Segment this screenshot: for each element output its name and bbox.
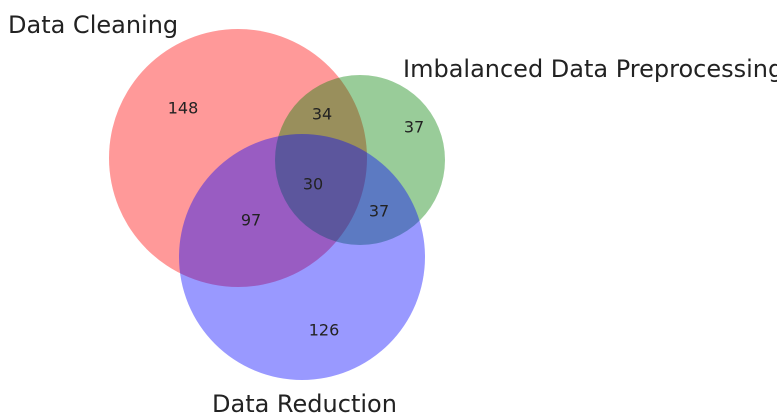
count-imbalanced-only: 37	[404, 118, 424, 137]
imbalanced-data-preprocessing-circle	[275, 75, 445, 245]
label-data-cleaning: Data Cleaning	[8, 11, 178, 39]
label-data-reduction: Data Reduction	[212, 390, 397, 415]
region-counts: 148 37 126 34 97 37 30	[168, 99, 424, 340]
label-imbalanced-data-preprocessing: Imbalanced Data Preprocessing	[403, 55, 777, 83]
set-labels: Data Cleaning Imbalanced Data Preprocess…	[8, 11, 777, 415]
count-reduction-only: 126	[309, 321, 340, 340]
circles	[109, 29, 445, 380]
count-all-three: 30	[303, 175, 323, 194]
count-cleaning-reduction: 97	[241, 211, 261, 230]
data-cleaning-circle	[109, 29, 367, 287]
data-reduction-circle	[179, 134, 425, 380]
count-imbalanced-reduction: 37	[369, 202, 389, 221]
count-cleaning-imbalanced: 34	[312, 105, 332, 124]
count-cleaning-only: 148	[168, 99, 199, 118]
